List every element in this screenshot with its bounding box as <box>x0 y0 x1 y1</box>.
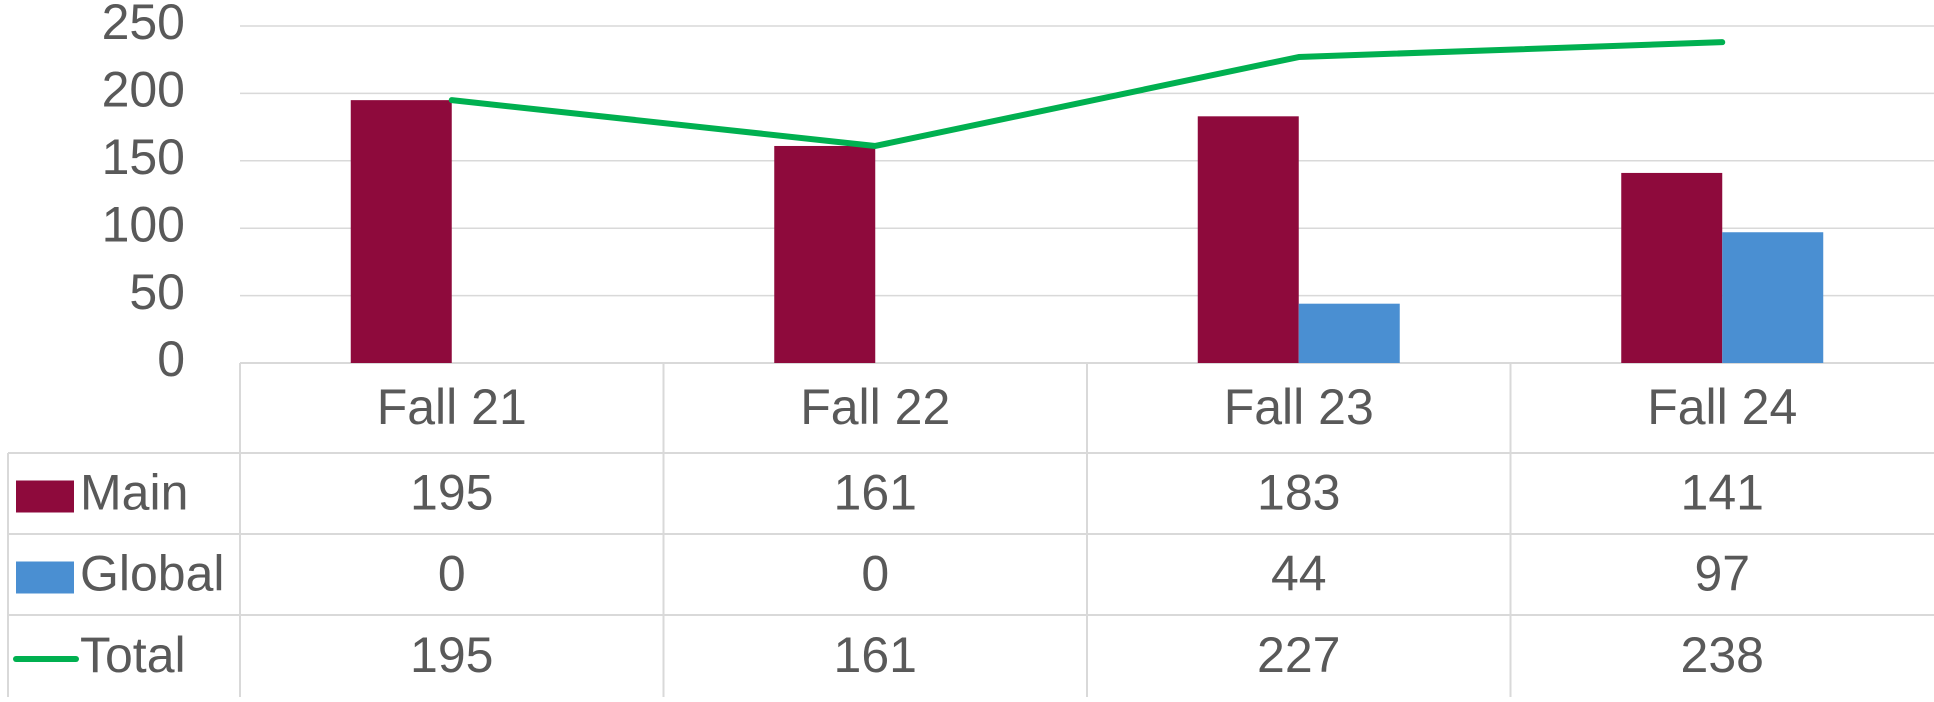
bar <box>350 100 452 363</box>
table-value: 195 <box>410 627 493 683</box>
table-value: 161 <box>834 627 917 683</box>
x-tick-label: Fall 23 <box>1224 379 1374 435</box>
bar <box>1722 232 1824 363</box>
y-tick-label: 50 <box>129 264 185 320</box>
table-value: 183 <box>1257 465 1340 521</box>
y-tick-label: 0 <box>157 331 185 387</box>
bar <box>1298 303 1400 363</box>
y-tick-label: 200 <box>102 62 185 118</box>
bar <box>774 145 876 363</box>
table-value: 0 <box>861 546 889 602</box>
table-value: 141 <box>1681 465 1764 521</box>
table-value: 195 <box>410 465 493 521</box>
y-tick-label: 150 <box>102 129 185 185</box>
x-tick-label: Fall 24 <box>1647 379 1797 435</box>
y-tick-label: 100 <box>102 196 185 252</box>
x-tick-label: Fall 22 <box>800 379 950 435</box>
y-tick-label: 250 <box>102 0 185 50</box>
table-value: 0 <box>438 546 466 602</box>
x-tick-label: Fall 21 <box>377 379 527 435</box>
line-series <box>448 39 1726 149</box>
legend-key <box>16 480 74 513</box>
legend-key <box>16 561 74 594</box>
table-value: 238 <box>1681 627 1764 683</box>
table-value: 161 <box>834 465 917 521</box>
table-value: 227 <box>1257 627 1340 683</box>
bar <box>1621 172 1723 363</box>
legend-label: Global <box>80 546 225 602</box>
table-value: 44 <box>1271 546 1327 602</box>
table-value: 97 <box>1694 546 1750 602</box>
legend-label: Total <box>80 627 186 683</box>
bar <box>1197 116 1299 363</box>
legend-label: Main <box>80 465 188 521</box>
